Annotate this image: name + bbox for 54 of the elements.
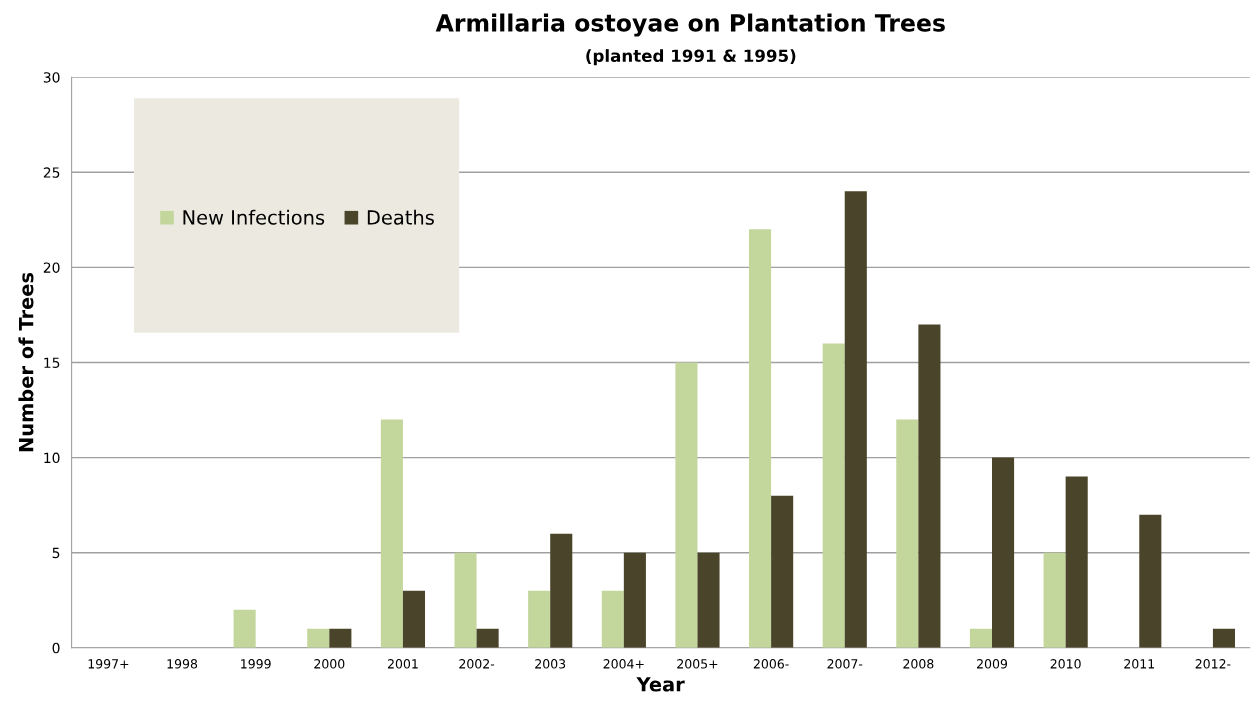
bar <box>1065 476 1088 648</box>
x-tick-label: 2002- <box>459 659 495 669</box>
x-tick-label: 2003 <box>535 659 566 669</box>
bar <box>1212 628 1235 648</box>
y-tick-label: 20 <box>43 262 60 273</box>
bar <box>550 533 573 648</box>
bar <box>749 229 772 648</box>
bar <box>675 362 698 648</box>
x-tick-label: 1997+ <box>88 659 129 669</box>
x-tick-label: 2012- <box>1195 659 1231 669</box>
x-tick-label: 2001 <box>387 659 418 669</box>
x-tick-label: 2011 <box>1124 659 1155 669</box>
bar <box>623 552 646 648</box>
bar <box>697 552 720 648</box>
bar <box>380 419 403 648</box>
y-tick-label: 25 <box>43 167 60 178</box>
bar <box>233 609 256 648</box>
legend-label: New Infections <box>183 209 325 225</box>
y-tick-label: 0 <box>52 642 60 654</box>
x-tick-label: 2010 <box>1050 659 1081 669</box>
x-tick-label: 2004+ <box>603 659 644 669</box>
bar <box>528 590 551 648</box>
x-tick-label: 2000 <box>314 659 345 669</box>
legend-label: Deaths <box>367 209 434 225</box>
bar <box>992 457 1015 648</box>
y-tick-label: 30 <box>43 72 60 83</box>
bar <box>454 552 477 648</box>
bar <box>601 590 624 648</box>
bar <box>969 628 992 648</box>
y-axis-title: Number of Trees <box>18 272 34 452</box>
bar <box>1139 514 1162 648</box>
bar <box>844 191 867 648</box>
bar <box>771 495 794 648</box>
chart-subtitle: (planted 1991 & 1995) <box>586 49 796 66</box>
bar <box>896 419 919 648</box>
bar <box>1043 552 1066 648</box>
bar <box>402 590 426 648</box>
x-tick-label: 2005+ <box>677 659 718 669</box>
x-tick-label: 2007- <box>827 659 863 669</box>
bar <box>476 628 499 648</box>
x-axis-title: Year <box>636 677 685 692</box>
y-tick-label: 10 <box>44 452 60 464</box>
x-tick-label: 1999 <box>241 659 271 669</box>
bar <box>918 324 941 648</box>
x-tick-label: 2009 <box>977 659 1008 669</box>
y-tick-label: 5 <box>52 547 60 559</box>
x-tick-label: 1998 <box>167 659 198 669</box>
x-tick-label: 2006- <box>753 659 789 669</box>
bar <box>329 628 352 648</box>
bar <box>822 343 845 648</box>
x-tick-label: 2008 <box>903 659 934 669</box>
chart-title: Armillaria ostoyae on Plantation Trees <box>435 13 945 37</box>
y-tick-label: 15 <box>44 357 60 368</box>
bar <box>307 628 330 648</box>
